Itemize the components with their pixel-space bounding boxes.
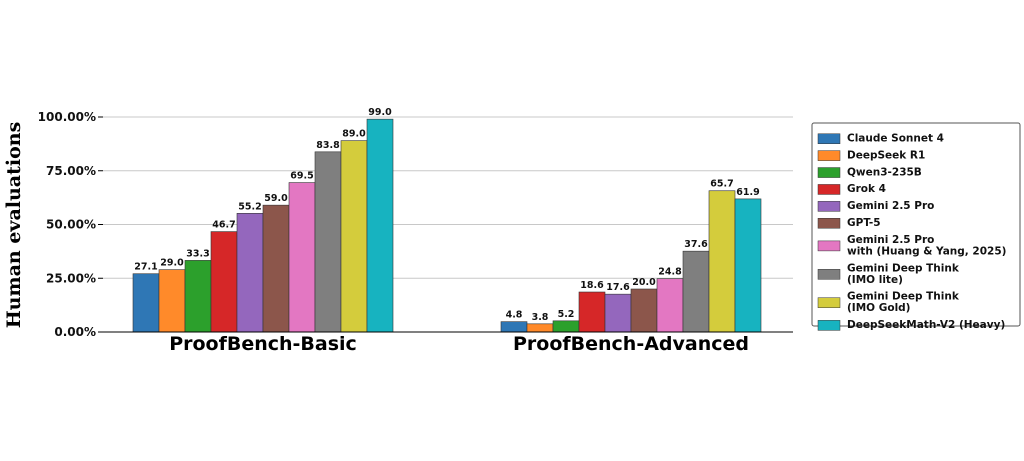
legend-swatch bbox=[817, 218, 841, 229]
bar-value-label: 61.9 bbox=[736, 187, 759, 198]
bar-value-label: 65.7 bbox=[710, 179, 733, 190]
bar-value-label: 3.8 bbox=[532, 312, 549, 323]
bar bbox=[210, 231, 238, 333]
bar-value-label: 55.2 bbox=[238, 201, 261, 212]
legend-entry: Grok 4 bbox=[847, 183, 886, 195]
y-tick-label: 75.00% bbox=[46, 164, 96, 178]
bar bbox=[158, 269, 186, 333]
bar bbox=[526, 323, 554, 333]
legend-entry: Gemini 2.5 Pro with (Huang & Yang, 2025) bbox=[847, 234, 1006, 258]
bar-value-label: 37.6 bbox=[684, 239, 708, 250]
bar-value-label: 99.0 bbox=[368, 107, 392, 118]
bar-value-label: 83.8 bbox=[316, 140, 340, 151]
bar bbox=[314, 151, 342, 333]
bars bbox=[132, 118, 762, 333]
bar bbox=[734, 198, 762, 333]
legend-swatch bbox=[817, 201, 841, 212]
legend-swatch bbox=[817, 150, 841, 161]
y-tick-label: 25.00% bbox=[46, 271, 96, 285]
legend-swatch bbox=[817, 320, 841, 331]
category-labels: ProofBench-Basic ProofBench-Advanced bbox=[169, 333, 749, 355]
bar bbox=[604, 293, 632, 333]
category-label: ProofBench-Advanced bbox=[513, 333, 749, 355]
bar-value-label: 27.1 bbox=[134, 262, 157, 273]
bar-value-label: 46.7 bbox=[212, 220, 235, 231]
bar-value-label: 5.2 bbox=[558, 309, 575, 320]
legend-entry: DeepSeek R1 bbox=[847, 149, 925, 161]
legend-swatch bbox=[817, 133, 841, 144]
legend-entry: Claude Sonnet 4 bbox=[847, 133, 944, 145]
bar bbox=[552, 320, 580, 333]
legend-entry: Gemini Deep Think (IMO lite) bbox=[847, 262, 960, 286]
bar-value-label: 59.0 bbox=[264, 193, 288, 204]
y-tick-label: 100.00% bbox=[38, 110, 96, 124]
bar bbox=[366, 118, 394, 333]
legend-entry: Gemini Deep Think (IMO Gold) bbox=[847, 291, 960, 315]
bar bbox=[500, 321, 528, 333]
legend-box bbox=[811, 122, 1021, 327]
bar-value-label: 4.8 bbox=[506, 310, 523, 321]
bar-value-label: 18.6 bbox=[580, 280, 604, 291]
bar bbox=[236, 213, 264, 333]
bar-value-label: 33.3 bbox=[186, 248, 209, 259]
legend-swatch bbox=[817, 297, 841, 308]
bar-value-label: 24.8 bbox=[658, 267, 682, 278]
category-label: ProofBench-Basic bbox=[169, 333, 357, 355]
bar bbox=[578, 291, 606, 333]
bar bbox=[682, 250, 710, 333]
bar bbox=[630, 288, 658, 333]
bar-value-label: 29.0 bbox=[160, 258, 184, 269]
bar bbox=[132, 273, 160, 333]
legend-swatch bbox=[817, 269, 841, 280]
bar bbox=[184, 260, 212, 333]
y-axis-ticks: 0.00% 25.00% 50.00% 75.00% 100.00% bbox=[38, 110, 103, 339]
legend-swatch bbox=[817, 167, 841, 178]
bar bbox=[656, 278, 684, 333]
legend-entry: GPT-5 bbox=[847, 217, 881, 229]
legend-entry: Qwen3-235B bbox=[847, 166, 922, 178]
legend-swatch bbox=[817, 184, 841, 195]
bar-value-label: 17.6 bbox=[606, 282, 630, 293]
y-axis-label: Human evaluations bbox=[3, 122, 25, 329]
bar bbox=[708, 190, 736, 333]
legend-swatch bbox=[817, 240, 841, 252]
bar bbox=[340, 140, 368, 333]
bar-value-label: 69.5 bbox=[290, 171, 313, 182]
data-labels: 27.1 29.033.3 46.755.259.069.5 83.889.099.0… bbox=[134, 107, 759, 323]
bar-value-label: 89.0 bbox=[342, 129, 366, 140]
bar-value-label: 20.0 bbox=[632, 277, 656, 288]
y-tick-label: 0.00% bbox=[54, 325, 96, 339]
legend-entry: DeepSeekMath-V2 (Heavy) bbox=[847, 319, 1005, 331]
bar bbox=[262, 204, 290, 333]
bar bbox=[288, 182, 316, 333]
legend-entry: Gemini 2.5 Pro bbox=[847, 200, 934, 212]
legend: Claude Sonnet 4 DeepSeek R1 Qwen3-235B Grok… bbox=[811, 122, 1021, 331]
y-tick-label: 50.00% bbox=[46, 218, 96, 232]
